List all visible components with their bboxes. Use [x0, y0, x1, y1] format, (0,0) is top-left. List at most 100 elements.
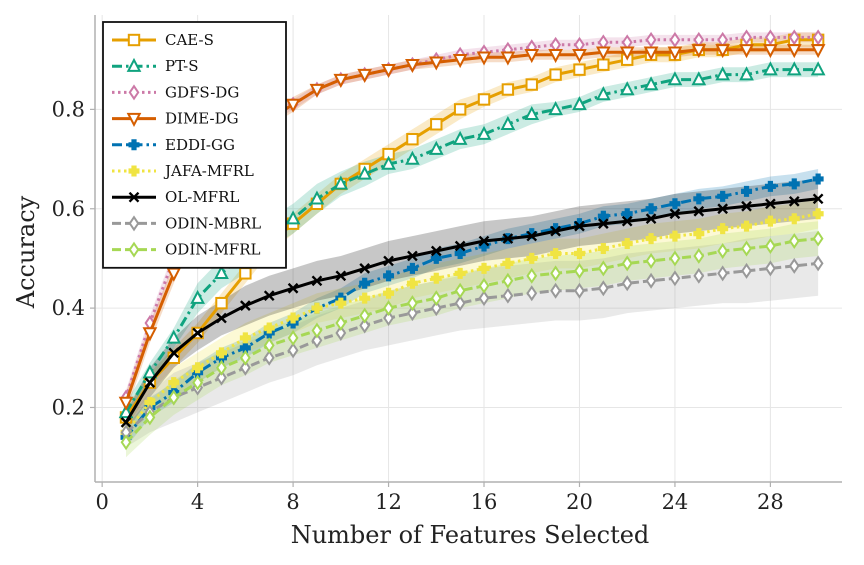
point-odin-mfrl: [216, 359, 227, 376]
point-ol-mfrl: [430, 245, 442, 257]
point-jafa-mfrl: [597, 243, 609, 254]
point-odin-mfrl: [645, 252, 657, 269]
point-odin-mbrl: [693, 267, 705, 284]
point-gdfs-dg: [764, 29, 776, 46]
point-ol-mfrl: [502, 233, 514, 244]
y-tick-label: 0.8: [52, 97, 85, 121]
point-pt-s: [142, 364, 158, 379]
legend-marker: [126, 112, 142, 127]
point-dime-dg: [786, 44, 802, 59]
legend-label: ODIN-MBRL: [165, 214, 261, 232]
legend-marker: [126, 57, 142, 72]
point-odin-mbrl: [717, 265, 729, 282]
point-gdfs-dg: [741, 29, 752, 46]
point-odin-mbrl: [454, 295, 466, 312]
point-odin-mbrl: [550, 282, 562, 299]
legend-item: DIME-DG: [112, 110, 239, 128]
point-eddi-gg: [812, 173, 824, 185]
x-tick-label: 24: [662, 490, 689, 514]
point-odin-mbrl: [741, 262, 752, 279]
point-jafa-mfrl: [812, 208, 824, 220]
point-eddi-gg: [454, 247, 466, 259]
point-jafa-mfrl: [550, 247, 562, 259]
point-pt-s: [619, 81, 635, 96]
point-ol-mfrl: [765, 198, 776, 210]
point-pt-s: [476, 125, 492, 140]
point-jafa-mfrl: [693, 228, 705, 240]
point-ol-mfrl: [240, 300, 251, 311]
x-tick-label: 12: [375, 490, 402, 514]
legend: CAE-S PT-S GDFS-DG DIME-DG EDDI-GG JAFA-MFRL O…: [102, 21, 287, 269]
x-tick-label: 8: [286, 490, 299, 514]
point-dime-dg: [810, 44, 826, 59]
point-dime-dg: [548, 49, 563, 64]
y-tick-label: 0.6: [52, 197, 85, 221]
legend-marker: [127, 33, 141, 47]
series-jafa-mfrl: [120, 208, 824, 438]
point-jafa-mfrl: [621, 238, 633, 250]
band-cae-s: [126, 32, 819, 428]
legend-marker: [128, 84, 140, 101]
point-eddi-gg: [478, 240, 490, 252]
point-pt-s: [810, 61, 826, 76]
legend-item: GDFS-DG: [112, 83, 239, 101]
legend-item: CAE-S: [112, 31, 214, 49]
legend-label: CAE-S: [165, 31, 214, 49]
point-eddi-gg: [621, 208, 633, 220]
legend-marker: [128, 139, 140, 151]
point-cae-s: [453, 103, 467, 116]
point-odin-mfrl: [717, 243, 729, 259]
point-jafa-mfrl: [335, 297, 347, 309]
point-ol-mfrl: [216, 312, 227, 324]
point-gdfs-dg: [645, 31, 657, 48]
point-pt-s: [500, 115, 516, 130]
point-ol-mfrl: [812, 193, 824, 205]
point-odin-mfrl: [454, 282, 466, 299]
point-cae-s: [573, 63, 586, 76]
point-odin-mfrl: [359, 307, 371, 324]
point-odin-mfrl: [502, 272, 514, 289]
point-gdfs-dg: [812, 29, 824, 46]
legend-marker: [128, 215, 140, 232]
point-pt-s: [285, 210, 301, 225]
point-pt-s: [524, 106, 540, 121]
point-odin-mbrl: [359, 317, 371, 334]
point-gdfs-dg: [788, 29, 800, 46]
point-jafa-mfrl: [239, 332, 251, 344]
point-odin-mfrl: [311, 322, 323, 339]
series-odin-mbrl: [120, 255, 824, 441]
point-odin-mfrl: [764, 238, 776, 254]
point-jafa-mfrl: [526, 252, 538, 264]
point-jafa-mfrl: [168, 377, 180, 389]
point-odin-mbrl: [812, 255, 824, 272]
point-odin-mfrl: [597, 260, 609, 277]
point-cae-s: [477, 93, 491, 106]
point-ol-mfrl: [168, 347, 180, 359]
legend-item: EDDI-GG: [112, 136, 235, 154]
point-dime-dg: [452, 54, 468, 69]
point-jafa-mfrl: [383, 287, 395, 299]
point-jafa-mfrl: [311, 302, 323, 314]
point-pt-s: [643, 76, 659, 91]
point-eddi-gg: [645, 203, 657, 215]
x-tick-label: 16: [471, 490, 498, 514]
point-ol-mfrl: [621, 215, 633, 227]
point-cae-s: [215, 296, 228, 310]
point-cae-s: [501, 83, 515, 96]
point-odin-mfrl: [239, 349, 251, 366]
point-odin-mfrl: [574, 262, 585, 279]
point-pt-s: [786, 61, 802, 76]
point-dime-dg: [572, 49, 587, 64]
point-pt-s: [572, 96, 587, 111]
point-eddi-gg: [383, 270, 395, 282]
point-gdfs-dg: [669, 31, 681, 48]
point-odin-mbrl: [764, 260, 776, 277]
point-eddi-gg: [359, 277, 371, 289]
legend-marker: [128, 241, 140, 258]
point-odin-mfrl: [430, 290, 442, 307]
point-ol-mfrl: [263, 290, 275, 302]
point-dime-dg: [667, 46, 683, 61]
point-pt-s: [333, 175, 349, 190]
axes: 0 4 8 12 16 20 24 28 0.2 0.4 0.6 0.8: [52, 15, 842, 514]
